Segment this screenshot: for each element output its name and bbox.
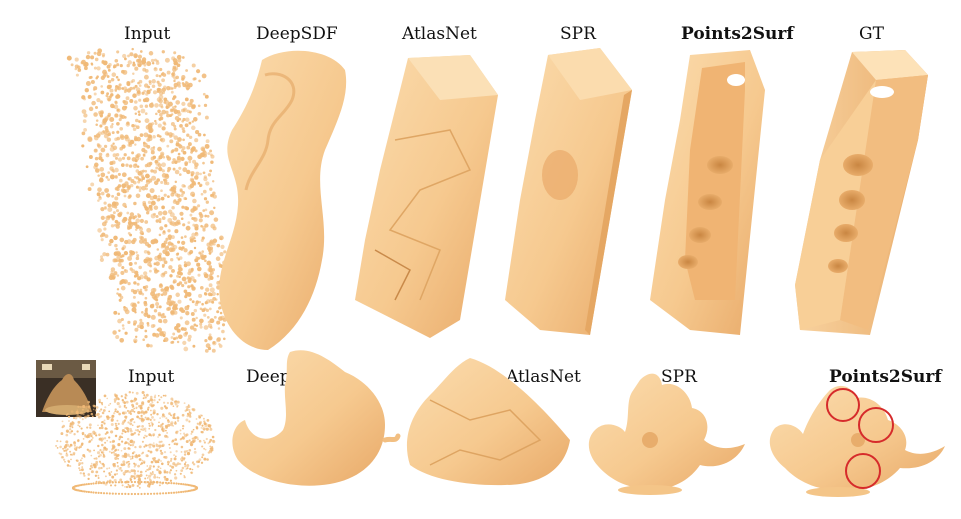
highlight-circles [826, 388, 894, 489]
label-points2surf-bottom: Points2Surf [829, 367, 942, 387]
highlight-circle [845, 453, 881, 489]
label-points2surf-top: Points2Surf [681, 24, 794, 44]
input-point-cloud-bottom [55, 390, 216, 496]
label-atlasnet-top: AtlasNet [402, 24, 477, 44]
atlasnet-reconstruction-top [355, 55, 498, 338]
label-input-bottom: Input [128, 367, 175, 387]
label-deepsdf-top: DeepSDF [256, 24, 338, 44]
deepsdf-reconstruction-top [219, 50, 347, 351]
spr-reconstruction-bottom [588, 373, 745, 495]
points2surf-reconstruction-top [650, 50, 765, 335]
gt-reconstruction-top [795, 50, 928, 335]
points2surf-reconstruction-bottom [769, 385, 945, 497]
highlight-circle [858, 407, 894, 443]
spr-reconstruction-top [505, 48, 632, 335]
label-spr-bottom: SPR [661, 367, 697, 387]
label-input-top: Input [124, 24, 171, 44]
highlight-circle [826, 388, 860, 422]
input-point-cloud-top [66, 47, 227, 353]
label-atlasnet-bottom: AtlasNet [506, 367, 581, 387]
label-spr-top: SPR [560, 24, 596, 44]
statue-photo-inset [36, 360, 96, 417]
label-gt-top: GT [859, 24, 884, 44]
atlasnet-reconstruction-bottom [406, 358, 570, 486]
deepsdf-reconstruction-bottom [232, 350, 401, 486]
